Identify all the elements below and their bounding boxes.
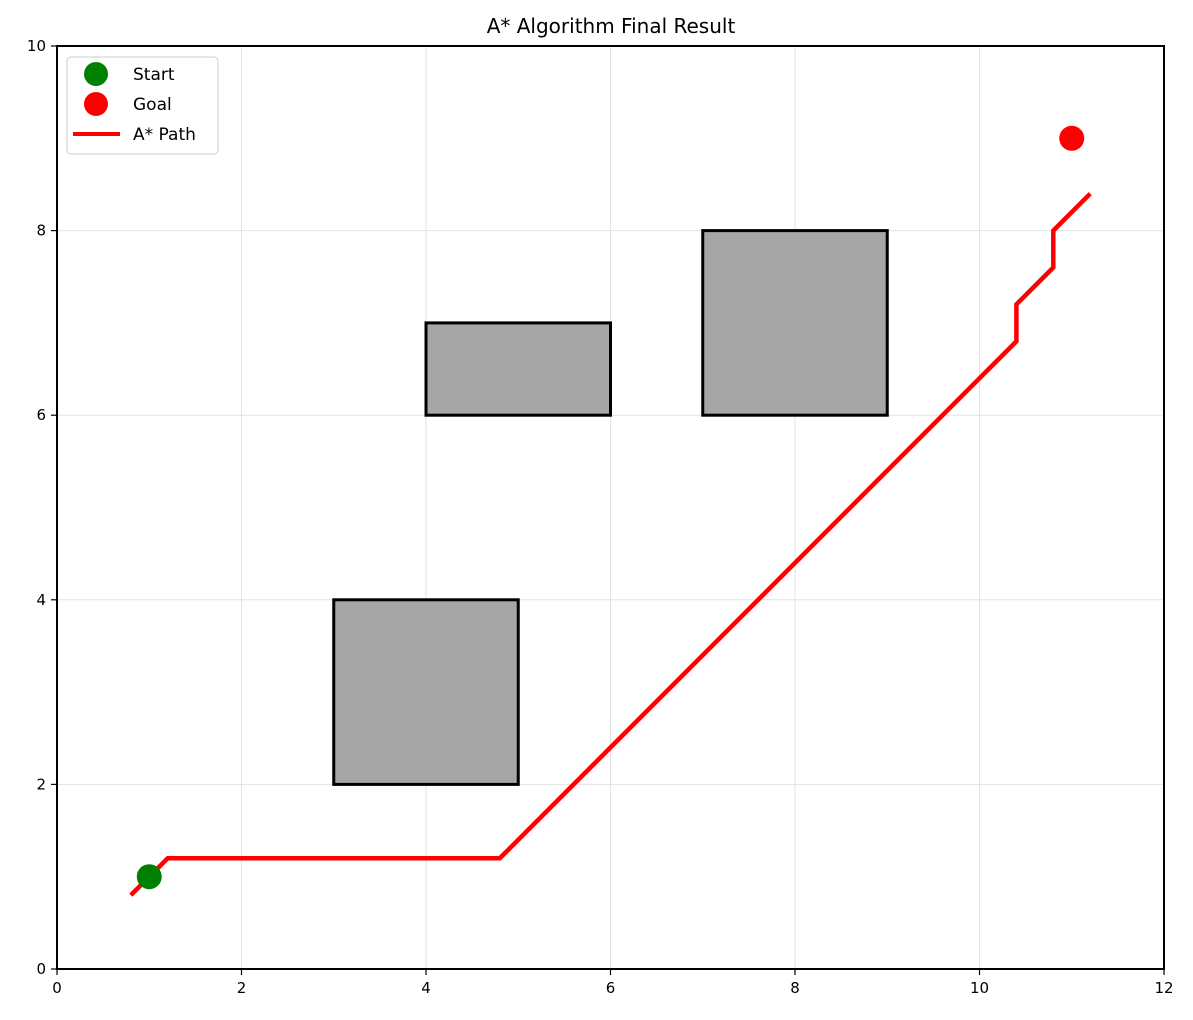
chart-title: A* Algorithm Final Result: [487, 14, 736, 38]
x-tick-label: 4: [421, 979, 431, 997]
legend-goal-marker: [84, 92, 108, 116]
obstacle: [701, 229, 889, 417]
x-tick-label: 2: [237, 979, 247, 997]
path-line: [129, 192, 1092, 897]
y-tick-label: 6: [36, 406, 46, 424]
y-tick-label: 8: [36, 222, 46, 240]
axis-ticks: 0 2 4 6 8 10 12 0 2 4 6 8 10: [27, 37, 1174, 997]
x-tick-label: 0: [52, 979, 62, 997]
obstacles: [332, 229, 889, 786]
legend-start-label: Start: [133, 65, 175, 85]
x-tick-label: 6: [606, 979, 616, 997]
legend: Start Goal A* Path: [66, 56, 219, 155]
x-tick-label: 8: [790, 979, 800, 997]
obstacle: [332, 598, 520, 786]
y-tick-label: 0: [36, 960, 46, 978]
y-tick-label: 4: [36, 591, 46, 609]
series-layer: [129, 125, 1092, 897]
y-tick-label: 2: [36, 775, 46, 793]
goal-marker: [1059, 125, 1085, 151]
legend-goal-label: Goal: [133, 95, 172, 115]
x-tick-label: 10: [970, 979, 989, 997]
legend-path-label: A* Path: [133, 125, 196, 145]
legend-start-marker: [84, 62, 108, 86]
start-marker: [136, 864, 162, 890]
y-tick-label: 10: [27, 37, 46, 55]
x-tick-label: 12: [1154, 979, 1173, 997]
obstacle: [424, 321, 612, 417]
